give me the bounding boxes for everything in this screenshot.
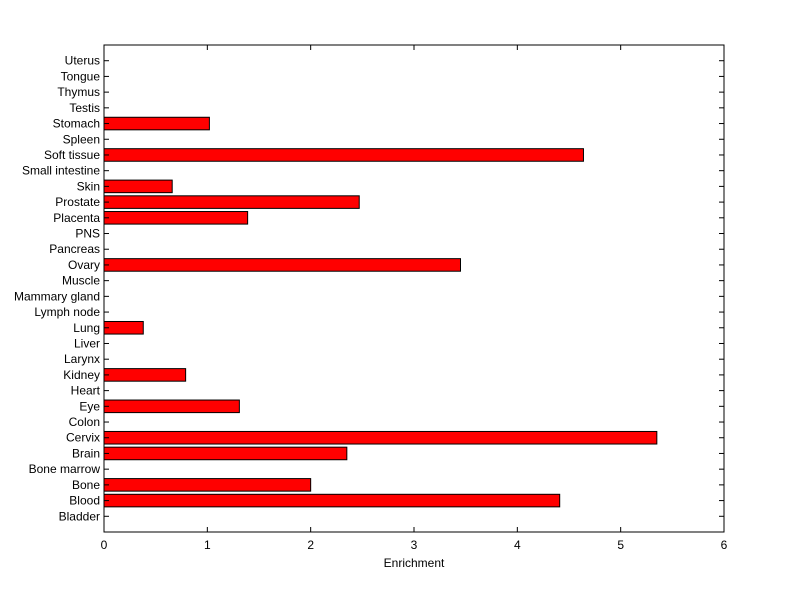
bar-eye bbox=[103, 399, 240, 414]
x-tick-label-1: 1 bbox=[204, 538, 211, 552]
bar-prostate bbox=[103, 195, 360, 209]
y-tick-label-brain: Brain bbox=[72, 446, 100, 460]
bar-soft-tissue bbox=[103, 148, 584, 162]
y-tick-label-bladder: Bladder bbox=[59, 509, 100, 523]
x-tick-label-3: 3 bbox=[411, 538, 418, 552]
y-tick-label-eye: Eye bbox=[79, 399, 100, 413]
y-tick-label-liver: Liver bbox=[74, 336, 100, 350]
y-tick-label-testis: Testis bbox=[69, 101, 100, 115]
y-tick-label-heart: Heart bbox=[71, 384, 101, 398]
x-tick-label-4: 4 bbox=[514, 538, 521, 552]
bar-skin bbox=[103, 179, 173, 194]
y-tick-label-larynx: Larynx bbox=[64, 352, 100, 366]
y-tick-label-blood: Blood bbox=[69, 494, 100, 508]
y-tick-label-lung: Lung bbox=[73, 321, 100, 335]
y-tick-label-pancreas: Pancreas bbox=[49, 242, 100, 256]
y-tick-label-pns: PNS bbox=[75, 227, 100, 241]
y-tick-label-kidney: Kidney bbox=[63, 368, 100, 382]
bar-blood bbox=[103, 493, 561, 508]
bar-placenta bbox=[103, 211, 249, 225]
y-tick-label-ovary: Ovary bbox=[68, 258, 100, 272]
bar-lung bbox=[103, 320, 144, 335]
y-tick-label-prostate: Prostate bbox=[55, 195, 100, 209]
bar-brain bbox=[103, 446, 348, 461]
bar-cervix bbox=[103, 430, 658, 445]
y-tick-label-uterus: Uterus bbox=[65, 54, 100, 68]
y-tick-label-muscle: Muscle bbox=[62, 274, 100, 288]
bar-kidney bbox=[103, 368, 187, 382]
bar-stomach bbox=[103, 116, 210, 131]
x-tick-label-5: 5 bbox=[617, 538, 624, 552]
y-tick-label-spleen: Spleen bbox=[63, 132, 100, 146]
y-tick-label-soft-tissue: Soft tissue bbox=[44, 148, 100, 162]
plot-frame bbox=[103, 44, 725, 533]
x-tick-label-6: 6 bbox=[721, 538, 728, 552]
y-tick-label-bone: Bone bbox=[72, 478, 100, 492]
y-tick-label-thymus: Thymus bbox=[57, 85, 100, 99]
y-tick-label-cervix: Cervix bbox=[66, 431, 100, 445]
y-tick-label-tongue: Tongue bbox=[61, 69, 101, 83]
y-tick-label-small-intestine: Small intestine bbox=[22, 164, 100, 178]
y-tick-label-mammary-gland: Mammary gland bbox=[14, 289, 100, 303]
x-tick-label-0: 0 bbox=[101, 538, 108, 552]
y-tick-label-lymph-node: Lymph node bbox=[34, 305, 100, 319]
y-tick-label-placenta: Placenta bbox=[53, 211, 100, 225]
y-tick-label-bone-marrow: Bone marrow bbox=[29, 462, 101, 476]
x-axis-title: Enrichment bbox=[384, 556, 445, 570]
y-tick-label-stomach: Stomach bbox=[53, 117, 100, 131]
x-tick-label-2: 2 bbox=[307, 538, 314, 552]
y-tick-label-skin: Skin bbox=[77, 179, 100, 193]
x-ticks-group: 0 1 2 3 4 5 6 bbox=[101, 45, 728, 552]
bar-bone bbox=[103, 478, 312, 492]
y-tick-label-colon: Colon bbox=[69, 415, 100, 429]
bar-ovary bbox=[103, 258, 461, 272]
